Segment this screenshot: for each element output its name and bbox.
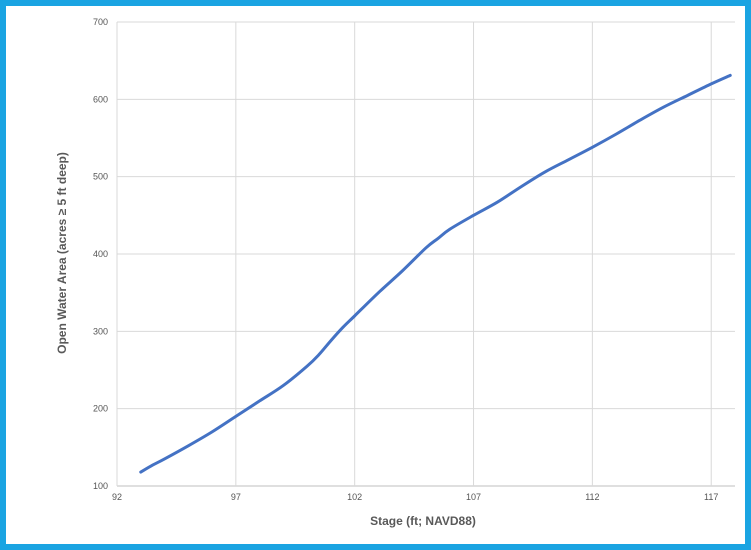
x-tick-label: 117: [704, 492, 718, 502]
y-axis-title: Open Water Area (acres ≥ 5 ft deep): [55, 152, 69, 354]
y-tick-label: 200: [93, 404, 108, 414]
series-line: [139, 73, 732, 474]
y-tick-label: 100: [93, 481, 108, 491]
x-tick-label: 92: [112, 492, 122, 502]
y-tick-label: 600: [93, 94, 108, 104]
y-tick-label: 400: [93, 249, 108, 259]
x-axis-title: Stage (ft; NAVD88): [370, 514, 476, 528]
y-tick-label: 500: [93, 172, 108, 182]
x-tick-label: 107: [466, 492, 481, 502]
tick-labels: 100 200 300 400 500 600 700 92 97 102 107 112 117: [93, 17, 718, 502]
y-tick-label: 700: [93, 17, 108, 27]
x-tick-label: 97: [231, 492, 241, 502]
series-layer: [139, 73, 732, 474]
gridlines: [116, 21, 735, 487]
x-tick-label: 112: [585, 492, 599, 502]
x-tick-label: 102: [347, 492, 362, 502]
y-tick-label: 300: [93, 326, 108, 336]
